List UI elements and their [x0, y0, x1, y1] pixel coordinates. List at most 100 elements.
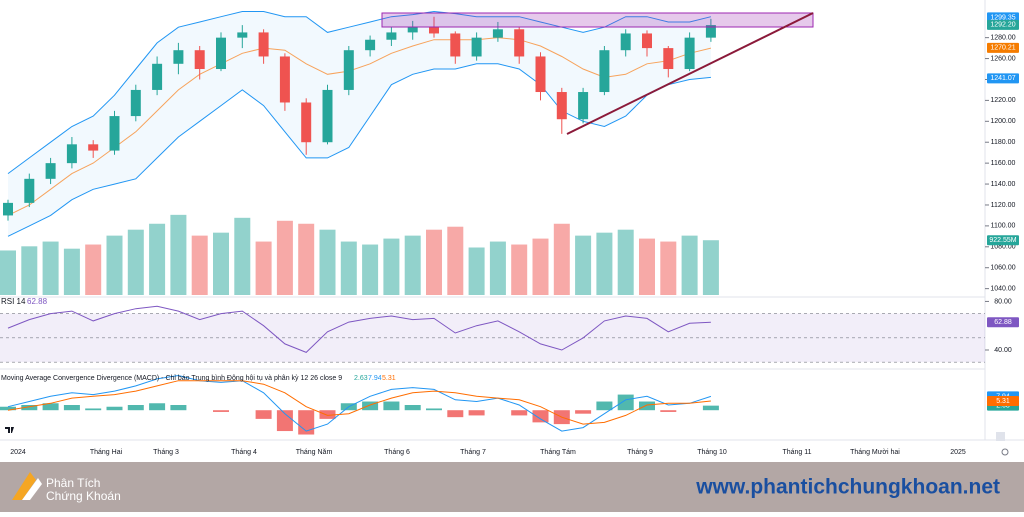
volume-bar: [276, 220, 293, 295]
histogram-bar: [702, 405, 719, 411]
candle-body: [258, 32, 269, 57]
volume-bar: [0, 250, 16, 295]
candle-body: [365, 39, 376, 51]
candle-body: [599, 50, 610, 93]
candle-body: [684, 37, 695, 70]
x-tick-label: Tháng 3: [153, 449, 179, 456]
price-tag-label: 1292.20: [990, 22, 1015, 29]
histogram-bar: [255, 410, 272, 419]
candle-body: [109, 116, 120, 151]
y-tick-label: 1180.00: [991, 139, 1016, 146]
candle-body: [471, 37, 482, 57]
y-tick-label: 1040.00: [990, 285, 1015, 292]
histogram-bar: [511, 410, 528, 416]
y-tick-label: 1220.00: [990, 97, 1015, 104]
band-fill: [8, 11, 711, 237]
volume-bar: [660, 241, 677, 295]
candle-body: [429, 27, 439, 34]
price-tag: [987, 19, 1019, 30]
price-tag-label: 922.55M: [989, 237, 1016, 244]
volume-bar: [149, 223, 166, 295]
candle-body: [279, 56, 290, 103]
rsi-line: [7, 305, 711, 353]
volume-bar: [489, 241, 506, 295]
y-tick-label: 1200.00: [990, 118, 1015, 125]
volume-bar: [575, 235, 592, 295]
histogram-bar: [639, 401, 655, 411]
price-tag-label: 1241.07: [990, 75, 1015, 82]
y-tick-label: 1100.00: [991, 223, 1016, 230]
footer: [0, 462, 1024, 512]
volume-bar: [553, 223, 570, 295]
price-tag: [987, 317, 1019, 328]
y-tick-label: 40.00: [994, 347, 1012, 354]
candle-body: [237, 32, 248, 38]
volume-bar: [362, 244, 379, 295]
histogram-bar: [0, 406, 16, 411]
macd-legend-value: 7.94: [368, 375, 382, 382]
rsi-legend-value: 62.88: [27, 297, 48, 306]
price-tag-label: 5.31: [996, 398, 1010, 405]
volume-bar: [447, 226, 464, 295]
website[interactable]: www.phantichchungkhoan.net: [695, 476, 1000, 499]
y-tick-label: 1140.00: [991, 181, 1016, 188]
histogram-bar: [85, 408, 102, 411]
volume-bar: [63, 248, 80, 295]
y-tick-label: 1260.00: [990, 55, 1015, 62]
candle-body: [130, 89, 141, 117]
settings-button[interactable]: [1001, 448, 1009, 456]
candle-body: [663, 48, 674, 70]
x-tick-label: 2024: [10, 449, 26, 456]
volume-bar: [191, 235, 208, 295]
brand-name: Chứng Khoán: [46, 489, 121, 503]
volume-bar: [42, 241, 59, 295]
macd-title: Moving Average Convergence Divergence (M…: [1, 374, 342, 382]
y-tick-label: 1060.00: [990, 265, 1015, 272]
volume-bar: [681, 235, 698, 295]
x-tick-label: 2025: [950, 449, 966, 456]
candle-body: [3, 202, 13, 216]
candle-body: [705, 25, 716, 38]
candle-body: [24, 178, 35, 203]
volume-bar: [383, 238, 400, 295]
price-tag: [987, 73, 1019, 84]
x-tick-label: Tháng Tám: [540, 449, 576, 456]
x-tick-label: Tháng Mười hai: [850, 449, 900, 456]
price-tag: [987, 395, 1019, 406]
auto-scale-button[interactable]: [996, 432, 1005, 441]
volume-bar: [639, 238, 655, 295]
volume-bar: [404, 235, 421, 295]
volume-bar: [426, 229, 442, 295]
histogram-bar: [319, 410, 336, 419]
volume-bar: [468, 247, 485, 295]
y-tick-label: 80.00: [994, 298, 1012, 305]
logo-mark: [12, 472, 36, 500]
logo-mark: [22, 478, 42, 500]
histogram-bar: [532, 410, 549, 423]
volume-bar: [596, 232, 613, 295]
histogram-bar: [383, 401, 400, 411]
x-tick-label: Tháng 4: [231, 449, 257, 456]
candle-body: [450, 33, 461, 57]
volume-bar: [234, 217, 251, 295]
volume-bar: [298, 223, 315, 295]
x-tick-label: Tháng Hai: [90, 449, 123, 456]
indicator-line: [7, 63, 711, 237]
candle-body: [194, 50, 205, 70]
candle-body: [45, 163, 56, 179]
histogram-bar: [447, 410, 464, 418]
histogram-bar: [276, 410, 293, 432]
histogram-bar: [660, 410, 677, 412]
x-tick-label: Tháng Năm: [296, 449, 333, 456]
candle-body: [535, 56, 546, 93]
candle-body: [386, 32, 397, 40]
volume-bar: [21, 246, 38, 295]
y-tick-label: 1280.00: [990, 34, 1015, 41]
candle-body: [152, 63, 163, 90]
resistance-zone: [381, 12, 814, 28]
x-tick-label: Tháng 11: [782, 449, 811, 456]
macd-line: [7, 380, 711, 425]
price-tag: [987, 42, 1019, 53]
tv-logo: [4, 425, 18, 434]
